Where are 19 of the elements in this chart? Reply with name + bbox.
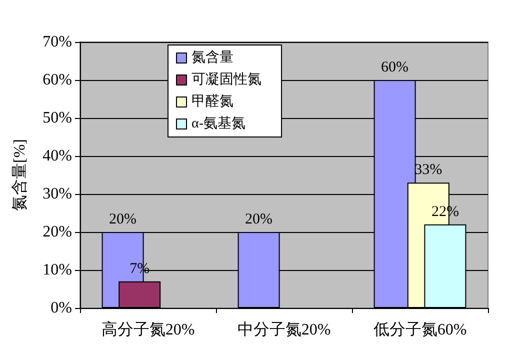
y-tick-label: 0%: [50, 300, 72, 316]
data-label: 60%: [381, 60, 409, 76]
data-label: 20%: [245, 212, 273, 228]
y-tick-label: 30%: [42, 186, 72, 202]
x-tick-label: 高分子氮20%: [101, 320, 195, 338]
y-tick-label: 70%: [42, 34, 72, 50]
y-tick-label: 40%: [42, 148, 72, 164]
y-tick-label: 10%: [42, 262, 72, 278]
data-label: 20%: [109, 212, 137, 228]
y-tick-label: 60%: [42, 72, 72, 88]
y-tick-label: 50%: [42, 110, 72, 126]
legend-label: 氮含量: [192, 50, 234, 66]
legend-label: α-氨基氮: [192, 116, 246, 132]
x-tick-label: 中分子氮20%: [237, 320, 331, 338]
legend-label: 甲醛氮: [192, 94, 234, 110]
y-tick-label: 20%: [42, 224, 72, 240]
legend-label: 可凝固性氮: [192, 72, 262, 88]
x-tick-label: 低分子氮60%: [373, 322, 467, 338]
y-axis-title: 氮含量[%]: [10, 139, 28, 211]
